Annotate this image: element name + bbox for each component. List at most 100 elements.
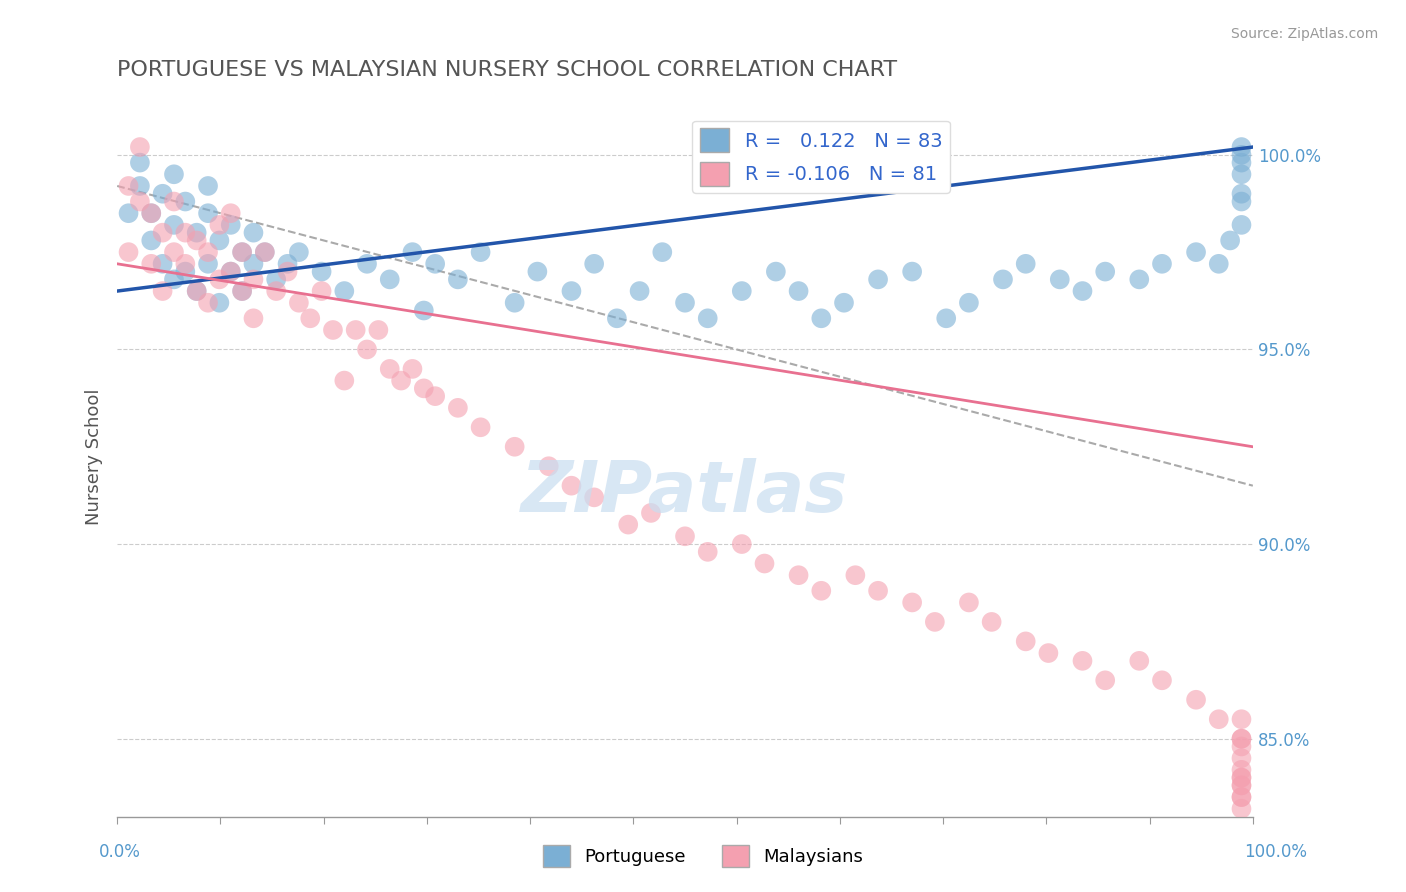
Point [425, 257, 447, 271]
Point [1230, 167, 1253, 181]
Point [253, 245, 276, 260]
Point [152, 257, 174, 271]
Point [1150, 673, 1173, 688]
Point [901, 264, 924, 278]
Point [163, 272, 186, 286]
Point [844, 568, 866, 582]
Point [208, 272, 231, 286]
Point [401, 362, 423, 376]
Point [344, 323, 367, 337]
Point [924, 615, 946, 629]
Point [810, 311, 832, 326]
Point [447, 272, 470, 286]
Point [163, 167, 186, 181]
Point [242, 257, 264, 271]
Point [129, 194, 152, 209]
Point [673, 529, 696, 543]
Text: PORTUGUESE VS MALAYSIAN NURSERY SCHOOL CORRELATION CHART: PORTUGUESE VS MALAYSIAN NURSERY SCHOOL C… [117, 60, 897, 79]
Point [1230, 778, 1253, 792]
Point [197, 295, 219, 310]
Point [1230, 140, 1253, 154]
Point [935, 311, 957, 326]
Point [696, 311, 718, 326]
Point [470, 420, 492, 434]
Point [174, 264, 197, 278]
Point [1230, 731, 1253, 746]
Point [1230, 771, 1253, 785]
Point [1094, 673, 1116, 688]
Point [1230, 739, 1253, 754]
Point [1094, 264, 1116, 278]
Point [606, 311, 628, 326]
Point [1015, 634, 1038, 648]
Point [174, 226, 197, 240]
Point [991, 272, 1014, 286]
Point [208, 234, 231, 248]
Point [174, 194, 197, 209]
Point [640, 506, 662, 520]
Point [152, 284, 174, 298]
Point [832, 295, 855, 310]
Point [412, 303, 434, 318]
Point [389, 374, 412, 388]
Point [242, 311, 264, 326]
Point [378, 362, 401, 376]
Point [219, 264, 242, 278]
Legend: Portuguese, Malaysians: Portuguese, Malaysians [536, 838, 870, 874]
Point [333, 374, 356, 388]
Point [583, 257, 606, 271]
Point [731, 537, 754, 551]
Text: ZIPatlas: ZIPatlas [522, 458, 849, 527]
Point [731, 284, 754, 298]
Point [1038, 646, 1060, 660]
Point [186, 226, 208, 240]
Point [264, 284, 287, 298]
Point [264, 272, 287, 286]
Point [378, 272, 401, 286]
Point [1185, 692, 1208, 706]
Legend: R =   0.122   N = 83, R = -0.106   N = 81: R = 0.122 N = 83, R = -0.106 N = 81 [692, 120, 950, 194]
Point [141, 206, 163, 220]
Point [1230, 148, 1253, 162]
Point [141, 234, 163, 248]
Point [141, 206, 163, 220]
Point [299, 311, 322, 326]
Point [231, 284, 253, 298]
Point [186, 284, 208, 298]
Point [197, 206, 219, 220]
Point [583, 491, 606, 505]
Point [242, 272, 264, 286]
Point [503, 440, 526, 454]
Point [696, 545, 718, 559]
Point [1208, 712, 1230, 726]
Y-axis label: Nursery School: Nursery School [86, 388, 103, 524]
Point [1230, 790, 1253, 805]
Point [163, 245, 186, 260]
Point [1128, 654, 1150, 668]
Point [1230, 155, 1253, 169]
Point [174, 257, 197, 271]
Point [219, 218, 242, 232]
Point [651, 245, 673, 260]
Point [617, 517, 640, 532]
Point [787, 284, 810, 298]
Point [470, 245, 492, 260]
Point [208, 295, 231, 310]
Point [560, 478, 582, 492]
Point [333, 284, 356, 298]
Point [208, 218, 231, 232]
Point [117, 206, 139, 220]
Point [1015, 257, 1038, 271]
Point [1230, 712, 1253, 726]
Point [1150, 257, 1173, 271]
Point [311, 284, 333, 298]
Point [1230, 731, 1253, 746]
Point [957, 595, 980, 609]
Point [152, 186, 174, 201]
Point [447, 401, 470, 415]
Point [787, 568, 810, 582]
Point [197, 178, 219, 193]
Point [503, 295, 526, 310]
Point [197, 257, 219, 271]
Point [288, 245, 311, 260]
